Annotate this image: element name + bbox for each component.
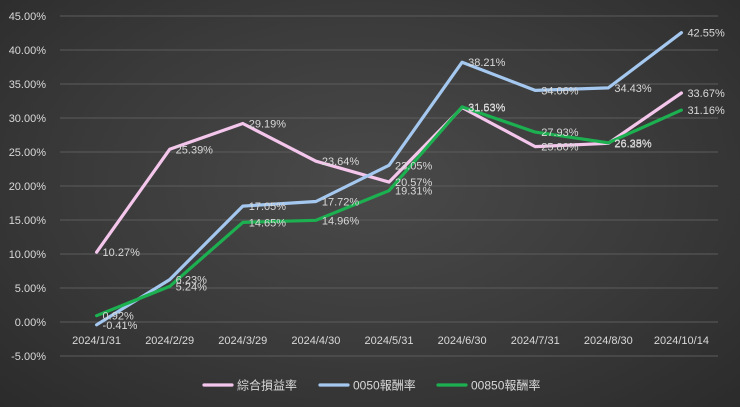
x-tick-label: 2024/2/29 (145, 335, 194, 347)
series-line (94, 105, 684, 318)
x-tick-label: 2024/8/30 (584, 335, 633, 347)
data-label: 31.16% (687, 105, 725, 117)
data-label: 31.63% (468, 102, 506, 114)
data-label: 23.05% (395, 160, 433, 172)
data-label: 38.21% (468, 57, 506, 69)
x-tick-label: 2024/7/31 (511, 335, 560, 347)
y-tick-label: 5.00% (15, 283, 46, 295)
series-line (94, 31, 684, 327)
gridlines (60, 15, 718, 357)
x-tick-label: 2024/5/31 (365, 335, 414, 347)
data-label: 17.72% (322, 197, 360, 209)
data-label: 31.53% (468, 103, 506, 115)
y-tick-label: -5.00% (11, 351, 46, 363)
data-label: 10.27% (103, 247, 141, 259)
y-tick-label: 20.00% (9, 181, 47, 193)
x-tick-label: 2024/10/14 (654, 335, 709, 347)
data-label: 17.05% (249, 201, 287, 213)
data-label: 5.24% (176, 281, 207, 293)
y-tick-label: 25.00% (9, 147, 47, 159)
legend-label: 0050報酬率 (353, 378, 416, 393)
legend-label: 綜合損益率 (237, 378, 297, 393)
data-label: 29.19% (249, 119, 287, 131)
data-label: 26.28% (614, 138, 652, 150)
data-label: 14.96% (322, 215, 360, 227)
data-label: 34.06% (541, 85, 579, 97)
data-label: 25.39% (176, 144, 214, 156)
x-tick-label: 2024/6/30 (438, 335, 487, 347)
legend: 綜合損益率 0050報酬率 00850報酬率 (202, 378, 540, 393)
data-label: 20.57% (395, 177, 433, 189)
y-tick-label: 30.00% (9, 113, 47, 125)
data-label: 0.92% (103, 311, 134, 323)
x-tick-label: 2024/1/31 (72, 335, 121, 347)
y-tick-label: 15.00% (9, 215, 47, 227)
series-lines (94, 31, 684, 327)
y-tick-label: 40.00% (9, 45, 47, 57)
y-tick-label: 45.00% (9, 11, 47, 23)
data-label: 14.65% (249, 217, 287, 229)
data-label: 34.43% (614, 83, 652, 95)
data-label: 26.35% (614, 138, 652, 150)
data-label: 25.80% (541, 142, 579, 154)
x-tick-label: 2024/4/30 (291, 335, 340, 347)
data-label: 27.93% (541, 127, 579, 139)
data-label: 19.31% (395, 186, 433, 198)
data-label: 23.64% (322, 156, 360, 168)
data-label: 42.55% (687, 28, 725, 40)
y-tick-label: 35.00% (9, 79, 47, 91)
data-label: 33.67% (687, 88, 725, 100)
data-labels: 10.27% 25.39% 29.19% 23.64% 20.57% 31.53% 25.8… (103, 28, 725, 332)
x-tick-label: 2024/3/29 (218, 335, 267, 347)
legend-label: 00850報酬率 (471, 378, 540, 393)
data-label: -0.41% (103, 320, 138, 332)
series-line (94, 91, 684, 254)
y-axis: -5.00% 0.00% 5.00% 10.00% 15.00% 20.00% 25.00%… (9, 11, 47, 363)
x-axis: 2024/1/31 2024/2/29 2024/3/29 2024/4/30 2024… (72, 335, 709, 347)
y-tick-label: 10.00% (9, 249, 47, 261)
data-label: 6.23% (176, 275, 207, 287)
y-tick-label: 0.00% (15, 317, 46, 329)
